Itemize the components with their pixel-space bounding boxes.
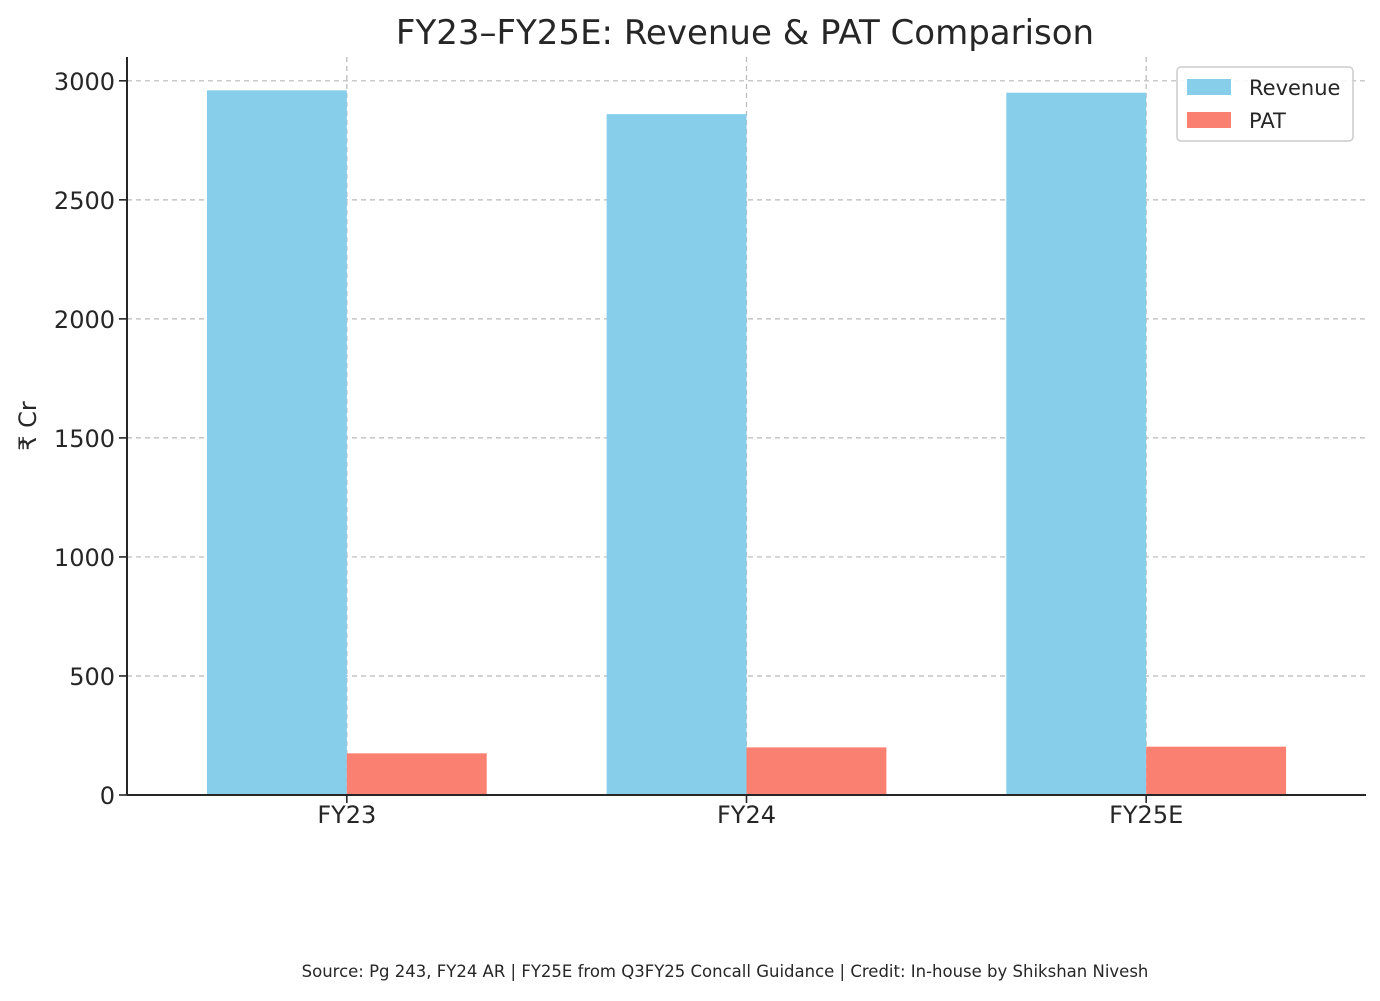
x-tick-label: FY24 — [717, 801, 776, 829]
bar-pat-fy24[interactable] — [746, 747, 887, 795]
y-tick-label: 1000 — [54, 544, 115, 572]
legend[interactable]: Revenue PAT — [1176, 66, 1354, 142]
y-tick-label: 1500 — [54, 425, 115, 453]
chart-title: FY23–FY25E: Revenue & PAT Comparison — [396, 13, 1094, 53]
legend-label-pat: PAT — [1249, 109, 1286, 133]
legend-swatch-revenue — [1187, 79, 1231, 95]
y-tick-label: 500 — [69, 663, 115, 691]
bar-revenue-fy23[interactable] — [206, 90, 347, 795]
bar-revenue-fy24[interactable] — [606, 114, 747, 795]
x-tick-label: FY25E — [1109, 801, 1183, 829]
x-tick-label: FY23 — [317, 801, 376, 829]
footer-source-text: Source: Pg 243, FY24 AR | FY25E from Q3F… — [302, 962, 1149, 981]
bar-pat-fy23[interactable] — [346, 753, 487, 795]
bar-pat-fy25e[interactable] — [1146, 746, 1287, 795]
y-tick-label: 2500 — [54, 187, 115, 215]
bar-layer — [206, 90, 1287, 796]
legend-swatch-pat — [1187, 112, 1231, 128]
legend-label-revenue: Revenue — [1249, 76, 1340, 100]
y-tick-label: 0 — [100, 782, 115, 810]
y-axis-label: ₹ Cr — [14, 401, 42, 451]
axis-layer: 0 500 1000 1500 2000 2500 3000 FY23 FY24 FY25E — [54, 57, 1366, 829]
bar-revenue-fy25e[interactable] — [1006, 92, 1147, 796]
y-tick-label: 2000 — [54, 306, 115, 334]
y-tick-label: 3000 — [54, 68, 115, 96]
